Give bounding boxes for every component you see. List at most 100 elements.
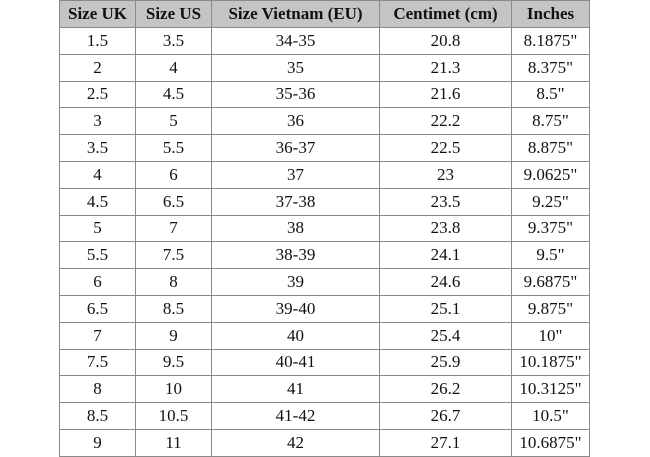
table-cell: 4.5 — [135, 80, 212, 109]
table-cell: 22.5 — [379, 134, 512, 162]
table-cell: 10.5" — [511, 402, 590, 430]
table-cell: 5.5 — [135, 134, 212, 162]
table-cell: 34-35 — [211, 27, 380, 55]
table-cell: 26.7 — [379, 402, 512, 430]
table-cell: 23.5 — [379, 187, 512, 216]
table-cell: 8 — [135, 268, 212, 296]
table-cell: 35 — [211, 53, 380, 82]
table-cell: 21.3 — [379, 53, 512, 82]
table-cell: 25.1 — [379, 294, 512, 323]
table-cell: 6 — [135, 160, 212, 189]
table-cell: 9.25" — [511, 187, 590, 216]
table-cell: 8.5" — [511, 80, 590, 109]
table-cell: 26.2 — [379, 375, 512, 404]
table-cell: 8.375" — [511, 53, 590, 82]
table-cell: 9.5 — [135, 348, 212, 377]
table-row: 7 9 40 25.4 10" — [59, 321, 590, 350]
table-cell: 6.5 — [59, 294, 136, 323]
table-cell: 5 — [59, 214, 136, 243]
table-cell: 20.8 — [379, 27, 512, 55]
table-cell: 6 — [59, 268, 136, 296]
table-cell: 40 — [211, 321, 380, 350]
table-row: 4.5 6.5 37-38 23.5 9.25" — [59, 187, 590, 216]
table-cell: 9.375" — [511, 214, 590, 243]
table-cell: 25.4 — [379, 321, 512, 350]
table-cell: 8.1875" — [511, 27, 590, 55]
table-cell: 35-36 — [211, 80, 380, 109]
table-body: 1.5 3.5 34-35 20.8 8.1875" 2 4 35 21.3 8.375" 2.5 4… — [59, 27, 590, 457]
table-row: 7.5 9.5 40-41 25.9 10.1875" — [59, 348, 590, 377]
table-cell: 9.5" — [511, 241, 590, 270]
table-row: 2 4 35 21.3 8.375" — [59, 53, 590, 82]
table-row: 8 10 41 26.2 10.3125" — [59, 375, 590, 404]
table-row: 9 11 42 27.1 10.6875" — [59, 428, 590, 457]
table-cell: 38-39 — [211, 241, 380, 270]
table-cell: 8.75" — [511, 107, 590, 136]
table-row: 6.5 8.5 39-40 25.1 9.875" — [59, 294, 590, 323]
table-cell: 7 — [59, 321, 136, 350]
table-cell: 1.5 — [59, 27, 136, 55]
table-cell: 10.5 — [135, 402, 212, 430]
table-cell: 24.6 — [379, 268, 512, 296]
table-cell: 2.5 — [59, 80, 136, 109]
table-row: 6 8 39 24.6 9.6875" — [59, 268, 590, 296]
table-cell: 6.5 — [135, 187, 212, 216]
table-cell: 4 — [59, 160, 136, 189]
table-cell: 3.5 — [59, 134, 136, 162]
table-row: 2.5 4.5 35-36 21.6 8.5" — [59, 80, 590, 109]
table-cell: 4 — [135, 53, 212, 82]
table-cell: 40-41 — [211, 348, 380, 377]
table-row: 5 7 38 23.8 9.375" — [59, 214, 590, 243]
table-cell: 37 — [211, 160, 380, 189]
table-row: 8.5 10.5 41-42 26.7 10.5" — [59, 402, 590, 430]
table-row: 1.5 3.5 34-35 20.8 8.1875" — [59, 27, 590, 55]
table-cell: 37-38 — [211, 187, 380, 216]
table-cell: 2 — [59, 53, 136, 82]
table-cell: 9 — [59, 428, 136, 457]
table-cell: 5.5 — [59, 241, 136, 270]
size-table: Size UK Size US Size Vietnam (EU) Centimet … — [59, 0, 590, 457]
table-cell: 36 — [211, 107, 380, 136]
table-cell: 10.1875" — [511, 348, 590, 377]
table-cell: 4.5 — [59, 187, 136, 216]
table-cell: 11 — [135, 428, 212, 457]
table-cell: 3 — [59, 107, 136, 136]
table-cell: 8.875" — [511, 134, 590, 162]
table-cell: 10" — [511, 321, 590, 350]
table-cell: 9.0625" — [511, 160, 590, 189]
table-cell: 25.9 — [379, 348, 512, 377]
table-row: 4 6 37 23 9.0625" — [59, 160, 590, 189]
table-cell: 39 — [211, 268, 380, 296]
table-cell: 7 — [135, 214, 212, 243]
table-cell: 8.5 — [59, 402, 136, 430]
table-cell: 22.2 — [379, 107, 512, 136]
table-cell: 23 — [379, 160, 512, 189]
table-row: 5.5 7.5 38-39 24.1 9.5" — [59, 241, 590, 270]
table-cell: 36-37 — [211, 134, 380, 162]
header-cell: Size US — [135, 0, 212, 28]
header-cell: Centimet (cm) — [379, 0, 512, 28]
header-cell: Inches — [511, 0, 590, 28]
table-cell: 9 — [135, 321, 212, 350]
table-cell: 21.6 — [379, 80, 512, 109]
table-cell: 24.1 — [379, 241, 512, 270]
table-cell: 7.5 — [135, 241, 212, 270]
table-row: 3 5 36 22.2 8.75" — [59, 107, 590, 136]
table-cell: 41 — [211, 375, 380, 404]
table-cell: 38 — [211, 214, 380, 243]
table-cell: 5 — [135, 107, 212, 136]
header-cell: Size UK — [59, 0, 136, 28]
table-row: 3.5 5.5 36-37 22.5 8.875" — [59, 134, 590, 162]
header-cell: Size Vietnam (EU) — [211, 0, 380, 28]
table-cell: 3.5 — [135, 27, 212, 55]
header-row: Size UK Size US Size Vietnam (EU) Centimet … — [59, 0, 590, 28]
table-cell: 27.1 — [379, 428, 512, 457]
table-cell: 23.8 — [379, 214, 512, 243]
table-cell: 10 — [135, 375, 212, 404]
table-cell: 41-42 — [211, 402, 380, 430]
table-cell: 42 — [211, 428, 380, 457]
table-cell: 8.5 — [135, 294, 212, 323]
table-cell: 8 — [59, 375, 136, 404]
table-cell: 7.5 — [59, 348, 136, 377]
